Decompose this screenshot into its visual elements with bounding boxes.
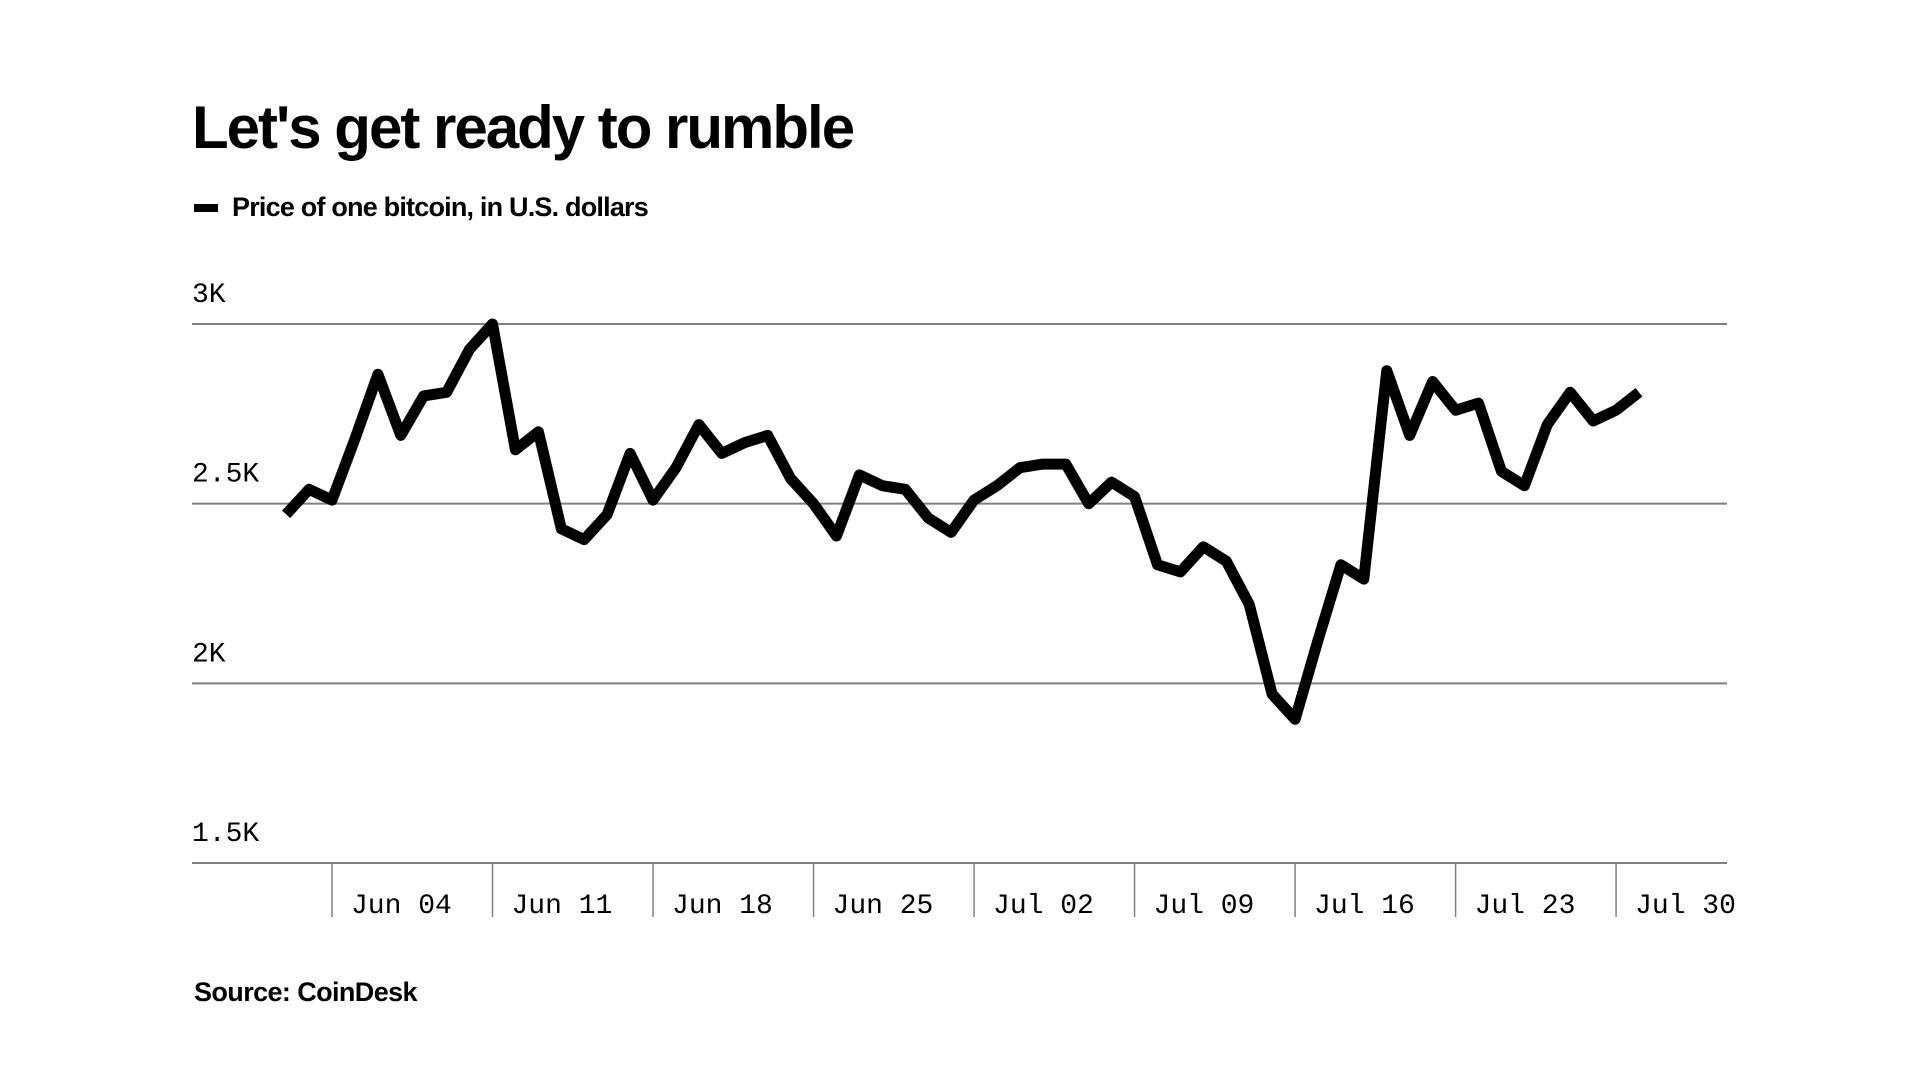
- x-tick-label: Jun 18: [672, 891, 773, 922]
- x-tick-label: Jun 11: [512, 891, 613, 922]
- y-tick-label: 2.5K: [192, 460, 259, 491]
- series-line-bitcoin-price: [282, 318, 1643, 725]
- legend-label: Price of one bitcoin, in U.S. dollars: [232, 192, 649, 222]
- source-note: Source: CoinDesk: [194, 977, 418, 1007]
- x-tick-label: Jul 23: [1475, 891, 1576, 922]
- x-tick-label: Jul 16: [1314, 891, 1415, 922]
- x-tick-label: Jun 25: [833, 891, 934, 922]
- y-tick-label: 3K: [192, 280, 226, 311]
- x-tick-label: Jul 30: [1635, 891, 1736, 922]
- gridlines: [192, 323, 1727, 864]
- x-axis-labels: Jun 04 Jun 11 Jun 18 Jun 25 Jul 02 Jul 09 Jul …: [351, 891, 1736, 922]
- x-axis-ticks: [331, 863, 1617, 917]
- legend: Price of one bitcoin, in U.S. dollars: [194, 192, 649, 223]
- y-tick-label: 1.5K: [192, 819, 259, 850]
- x-tick-label: Jun 04: [351, 891, 452, 922]
- x-tick-label: Jul 09: [1154, 891, 1255, 922]
- legend-swatch-icon: [194, 203, 218, 212]
- series-group: [282, 318, 1643, 725]
- chart-title: Let's get ready to rumble: [192, 94, 855, 161]
- y-tick-label: 2K: [192, 639, 226, 670]
- x-tick-label: Jul 02: [993, 891, 1094, 922]
- y-axis-labels: 1.5K 2K 2.5K 3K: [192, 280, 259, 850]
